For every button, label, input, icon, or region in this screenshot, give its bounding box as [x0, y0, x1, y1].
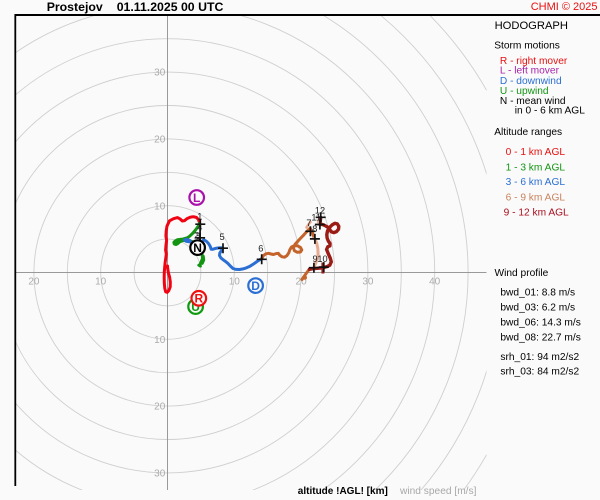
svg-text:10: 10	[154, 335, 166, 346]
svg-text:5: 5	[220, 232, 225, 242]
svg-text:srh_03: 84 m2/s2: srh_03: 84 m2/s2	[500, 366, 579, 377]
svg-text:Prostejov: Prostejov	[47, 0, 103, 14]
svg-text:bwd_03: 6.2 m/s: bwd_03: 6.2 m/s	[500, 303, 575, 314]
svg-text:7: 7	[306, 218, 311, 228]
svg-text:20: 20	[154, 402, 166, 413]
svg-text:40: 40	[429, 276, 441, 287]
svg-text:bwd_08: 22.7 m/s: bwd_08: 22.7 m/s	[500, 333, 580, 344]
svg-text:10: 10	[229, 276, 241, 287]
svg-text:9 - 12 km AGL: 9 - 12 km AGL	[504, 207, 569, 218]
svg-text:R - right mover: R - right mover	[500, 56, 568, 67]
svg-text:20: 20	[154, 135, 166, 146]
svg-text:10: 10	[95, 276, 107, 287]
svg-text:altitude !AGL! [km]: altitude !AGL! [km]	[298, 486, 388, 497]
svg-text:6: 6	[258, 244, 263, 254]
svg-text:bwd_01: 8.8 m/s: bwd_01: 8.8 m/s	[500, 288, 575, 299]
svg-text:HODOGRAPH: HODOGRAPH	[495, 20, 568, 32]
svg-text:3: 3	[196, 231, 201, 241]
svg-text:2: 2	[194, 231, 199, 241]
svg-text:01.11.2025 00 UTC: 01.11.2025 00 UTC	[117, 0, 224, 14]
svg-text:U: U	[191, 300, 200, 314]
svg-text:30: 30	[154, 469, 166, 480]
svg-text:D - downwind: D - downwind	[500, 76, 562, 87]
svg-text:9: 9	[312, 254, 317, 264]
svg-text:8: 8	[312, 224, 317, 234]
svg-text:L - left mover: L - left mover	[500, 66, 560, 77]
svg-text:10: 10	[317, 254, 327, 264]
svg-text:3 - 6 km AGL: 3 - 6 km AGL	[506, 177, 566, 188]
svg-text:wind speed [m/s]: wind speed [m/s]	[399, 486, 477, 497]
svg-text:12: 12	[315, 206, 325, 216]
svg-text:Altitude ranges: Altitude ranges	[494, 127, 562, 138]
svg-text:1: 1	[197, 212, 202, 222]
svg-text:L: L	[193, 191, 200, 205]
svg-text:srh_01: 94 m2/s2: srh_01: 94 m2/s2	[500, 352, 579, 363]
svg-text:30: 30	[154, 68, 166, 79]
svg-text:bwd_06: 14.3 m/s: bwd_06: 14.3 m/s	[500, 318, 580, 329]
svg-text:20: 20	[28, 276, 40, 287]
svg-text:in 0 - 6 km AGL: in 0 - 6 km AGL	[515, 106, 586, 117]
svg-text:0 - 1 km AGL: 0 - 1 km AGL	[506, 147, 566, 158]
svg-text:Storm motions: Storm motions	[494, 41, 560, 52]
svg-text:R: R	[194, 292, 203, 306]
svg-text:U - upwind: U - upwind	[500, 86, 549, 97]
svg-text:1 - 3 km AGL: 1 - 3 km AGL	[506, 162, 566, 173]
svg-text:N: N	[193, 241, 202, 255]
svg-text:Wind profile: Wind profile	[495, 268, 549, 279]
svg-text:N - mean wind: N - mean wind	[500, 96, 566, 107]
svg-text:30: 30	[362, 276, 374, 287]
svg-text:CHMI © 2025: CHMI © 2025	[531, 1, 598, 13]
svg-text:20: 20	[296, 276, 308, 287]
svg-text:D: D	[251, 279, 260, 293]
svg-text:6 - 9 km AGL: 6 - 9 km AGL	[506, 192, 566, 203]
svg-text:10: 10	[154, 201, 166, 212]
